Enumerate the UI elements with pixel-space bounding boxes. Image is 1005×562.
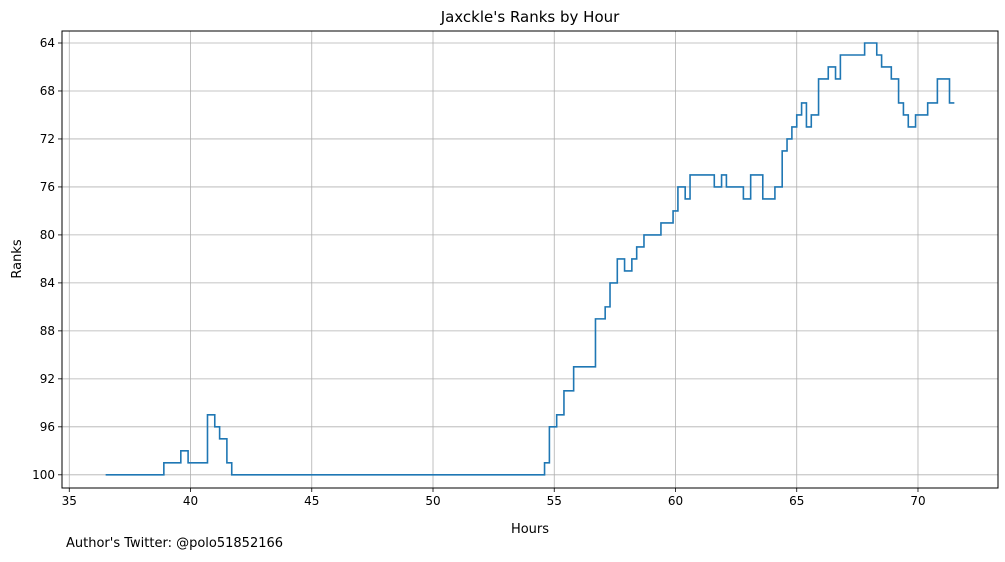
grid [62,31,998,488]
y-tick-label: 80 [40,228,55,242]
y-axis-label: Ranks [10,239,25,278]
y-tick-label: 84 [40,276,55,290]
y-axis: 64 68 72 76 80 84 88 92 96 100 [32,36,62,482]
x-tick-label: 50 [425,494,440,508]
x-axis: 35 40 45 50 55 60 65 70 [62,488,926,508]
y-tick-label: 68 [40,84,55,98]
y-tick-label: 76 [40,180,55,194]
y-tick-label: 92 [40,372,55,386]
y-tick-label: 72 [40,132,55,146]
plot-frame [61,30,999,489]
x-tick-label: 45 [304,494,319,508]
x-tick-label: 40 [183,494,198,508]
x-tick-label: 55 [547,494,562,508]
x-tick-label: 60 [668,494,683,508]
author-twitter-credit: Author's Twitter: @polo51852166 [66,536,284,551]
x-tick-label: 70 [910,494,925,508]
x-tick-label: 35 [62,494,77,508]
chart-title: Jaxckle's Ranks by Hour [440,8,620,26]
x-tick-label: 65 [789,494,804,508]
y-tick-label: 88 [40,324,55,338]
x-axis-label: Hours [511,522,549,537]
series-line-ranks [105,42,955,476]
y-tick-label: 100 [32,468,55,482]
y-tick-label: 96 [40,420,55,434]
y-tick-label: 64 [40,36,55,50]
